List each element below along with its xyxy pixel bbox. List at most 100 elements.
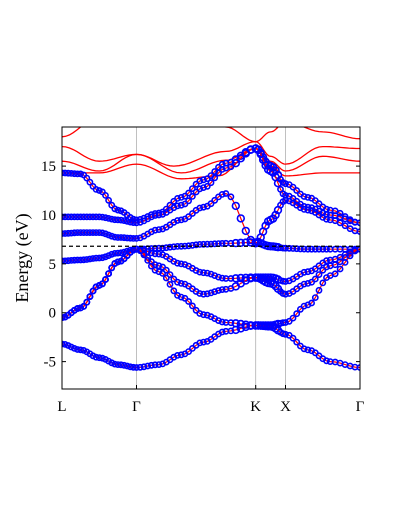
axes-layer: -5 0 5 10 15 L Γ K X Γ [41, 126, 365, 415]
band-marker [92, 229, 100, 236]
band-marker [166, 243, 174, 251]
band-marker [136, 218, 144, 226]
band-marker [293, 187, 301, 194]
band-marker [207, 200, 215, 208]
band-marker [196, 310, 204, 317]
band-marker [136, 363, 144, 371]
band-marker [86, 213, 94, 221]
band-marker [203, 269, 211, 277]
band-marker [102, 214, 109, 222]
band-marker [140, 363, 148, 371]
band-marker [162, 274, 170, 282]
band-marker [117, 361, 125, 369]
band-marker [144, 362, 152, 370]
band-marker [155, 226, 163, 233]
band-marker [177, 193, 185, 201]
band-marker [331, 270, 339, 278]
band-marker [282, 180, 289, 188]
band-marker [203, 290, 211, 298]
band-marker [211, 168, 219, 175]
plot-frame [61, 126, 361, 390]
band-marker [64, 257, 72, 265]
band-marker [111, 360, 119, 368]
band-marker [211, 240, 219, 248]
band-marker [77, 213, 84, 221]
band-marker [151, 212, 159, 219]
band-marker [185, 189, 192, 197]
band-marker [71, 229, 78, 237]
band-marker [89, 287, 97, 295]
band-marker [67, 229, 75, 237]
band-marker [311, 294, 319, 301]
band-marker [282, 330, 289, 338]
band-marker [92, 185, 100, 193]
band-marker [114, 206, 122, 214]
band-marker [236, 324, 246, 333]
band-marker [300, 245, 308, 253]
band-marker [188, 192, 196, 200]
band-marker [289, 334, 297, 342]
band-marker [151, 226, 159, 234]
band-marker [203, 240, 211, 248]
band-marker [185, 213, 192, 221]
band-marker [285, 317, 293, 325]
band-marker [174, 278, 181, 286]
band-marker [99, 354, 106, 362]
band-marker [211, 174, 219, 182]
band-marker [95, 213, 103, 221]
band-marker [77, 346, 84, 354]
band-marker [114, 216, 122, 224]
band-marker [77, 229, 84, 236]
band-marker [308, 245, 315, 253]
band-marker [215, 287, 222, 294]
band-marker [99, 280, 106, 288]
band-marker [241, 226, 251, 236]
band-marker [323, 357, 330, 365]
band-marker [129, 363, 137, 371]
band-marker [273, 179, 283, 188]
band-marker [74, 256, 81, 264]
band-marker [177, 293, 185, 301]
band-marker [200, 184, 207, 191]
band-marker [120, 361, 128, 369]
band-marker [304, 193, 312, 201]
band-marker [304, 206, 312, 214]
band-marker [200, 290, 207, 298]
band-marker [133, 245, 140, 253]
band-marker [71, 170, 78, 178]
band-marker [218, 286, 226, 293]
band-marker [331, 261, 339, 269]
band-marker [289, 314, 297, 322]
band-marker [159, 269, 166, 277]
band-marker [177, 201, 185, 209]
band-marker [170, 287, 178, 295]
band-marker [123, 234, 131, 242]
band-marker [129, 246, 137, 254]
band-marker [114, 249, 122, 257]
band-marker [105, 231, 112, 239]
band-marker [188, 185, 196, 192]
x-tick-label: K [250, 399, 261, 415]
band-marker [83, 256, 91, 263]
band-line [62, 147, 360, 224]
band-marker [231, 201, 241, 211]
band-marker [147, 361, 155, 369]
band-marker [120, 217, 128, 224]
band-marker [319, 279, 327, 287]
band-marker [177, 279, 185, 287]
band-marker [200, 311, 207, 319]
band-marker [218, 165, 226, 173]
band-marker [188, 241, 196, 249]
y-tick-label: 15 [41, 159, 56, 175]
band-marker [64, 213, 72, 221]
band-line [62, 248, 360, 327]
band-marker [99, 213, 106, 221]
band-marker [192, 241, 200, 249]
band-marker [71, 256, 78, 264]
band-marker [293, 338, 301, 346]
band-marker [99, 229, 106, 237]
band-marker [231, 159, 241, 168]
band-marker [279, 244, 287, 252]
band-marker [83, 229, 91, 236]
